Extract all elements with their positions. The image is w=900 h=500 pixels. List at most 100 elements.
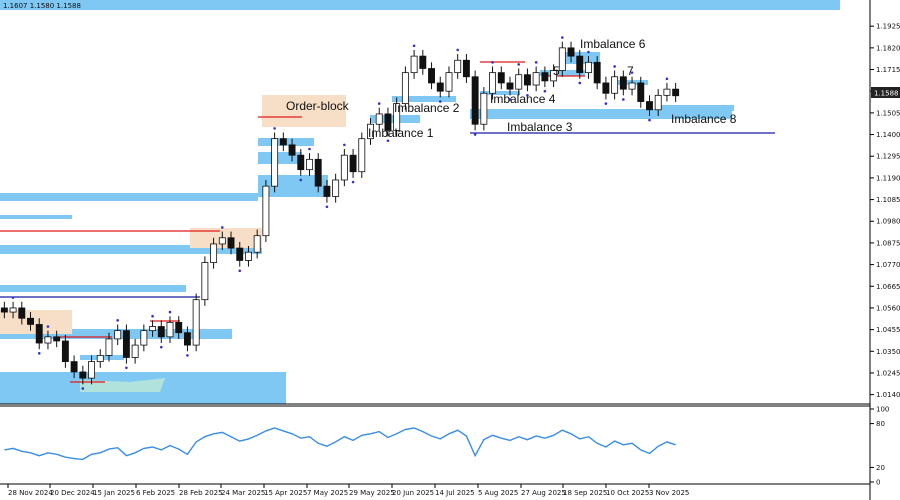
time-tick-label-13: 18 Sep 2025 <box>563 489 607 497</box>
fractals-layer <box>11 36 669 390</box>
time-tick-label-0: 28 Nov 2024 <box>8 489 53 497</box>
fractal-down-37 <box>325 205 329 209</box>
zone-label-2: Imbalance 3 <box>507 120 573 134</box>
price-tick-label-9: 1.0980 <box>876 218 900 226</box>
candle-body-61 <box>532 72 540 86</box>
candle-body-45 <box>393 103 401 131</box>
zone-imbalance-3 <box>470 109 732 119</box>
candle-body-33 <box>288 144 296 156</box>
candle-body-39 <box>340 154 348 181</box>
zone-mid-3 <box>0 215 72 219</box>
fractal-up-52 <box>456 48 459 52</box>
price-tick-label-2: 1.1715 <box>876 66 900 74</box>
oscillator-line <box>4 427 676 461</box>
price-tick-label-14: 1.0455 <box>876 326 900 334</box>
candle-body-7 <box>61 340 69 363</box>
oscillator-panel <box>4 427 676 461</box>
candle-body-9 <box>79 371 87 379</box>
time-tick-label-6: 15 Apr 2025 <box>264 489 307 497</box>
candle-body-6 <box>53 336 61 342</box>
zone-label-0: Imbalance 1 <box>368 126 434 140</box>
fractal-down-18 <box>159 345 163 349</box>
candle-body-68 <box>593 61 601 84</box>
price-tick-label-15: 1.0350 <box>876 348 900 356</box>
price-tick-label-7: 1.1190 <box>876 174 900 182</box>
zone-imbalance-8 <box>660 105 734 111</box>
fractal-down-21 <box>186 354 189 357</box>
fractal-up-5 <box>46 325 50 328</box>
price-tick-label-12: 1.0665 <box>876 283 900 291</box>
candle-body-32 <box>279 138 287 146</box>
order-block-zone-3 <box>262 95 346 127</box>
fractal-down-71 <box>622 98 625 101</box>
candle-body-77 <box>672 88 680 97</box>
price-tick-label-5: 1.1400 <box>876 131 900 139</box>
candle-body-35 <box>306 158 313 171</box>
header-bar: 1.1607 1.1580 1.1588 <box>0 0 840 10</box>
candle-body-42 <box>367 123 374 140</box>
price-tick-label-11: 1.0770 <box>876 261 900 269</box>
fractal-up-56 <box>491 61 494 64</box>
candle-body-74 <box>646 101 653 111</box>
time-tick-label-9: 20 Jun 2025 <box>392 489 434 497</box>
fractal-down-44 <box>386 139 390 143</box>
time-tick-label-5: 24 Mar 2025 <box>221 489 265 497</box>
fractal-down-58 <box>508 98 512 101</box>
candle-body-67 <box>585 61 592 74</box>
candle-body-40 <box>349 154 357 173</box>
fractal-down-60 <box>526 94 529 97</box>
order-block-zone-2 <box>190 228 262 248</box>
candle-body-64 <box>558 47 566 71</box>
fractal-down-40 <box>351 180 355 184</box>
candle-body-12 <box>105 338 113 356</box>
time-tick-label-4: 28 Feb 2025 <box>179 489 223 497</box>
price-tick-label-17: 1.0140 <box>876 391 900 399</box>
candle-body-17 <box>149 326 157 332</box>
ohlc-readout: 1.1607 1.1580 1.1588 <box>3 2 81 10</box>
fractal-up-43 <box>377 102 381 105</box>
time-tick-label-8: 29 May 2025 <box>349 489 395 497</box>
candle-body-22 <box>192 299 200 346</box>
zone-label-1: Imbalance 2 <box>394 101 460 115</box>
fractal-up-67 <box>587 50 590 54</box>
candle-body-44 <box>384 113 392 131</box>
fractal-down-69 <box>604 102 608 105</box>
fractal-down-66 <box>578 81 582 85</box>
candle-body-15 <box>131 344 139 358</box>
osc-tick-label-3: 0 <box>876 479 880 487</box>
time-tick-label-15: 3 Nov 2025 <box>649 489 689 497</box>
candle-body-0 <box>0 307 8 313</box>
fractal-down-54 <box>473 133 477 136</box>
candle-body-50 <box>436 82 444 92</box>
candle-body-31 <box>271 138 279 187</box>
candle-body-34 <box>297 154 305 171</box>
price-tick-label-1: 1.1820 <box>876 44 900 52</box>
fractal-up-76 <box>665 77 669 81</box>
candle-body-66 <box>576 55 584 74</box>
fractal-down-34 <box>299 178 303 182</box>
candle-body-36 <box>314 158 322 187</box>
zone-mid-2 <box>0 193 258 201</box>
time-tick-label-11: 5 Aug 2025 <box>478 489 518 497</box>
candle-body-58 <box>506 82 514 90</box>
candle-body-25 <box>218 237 226 245</box>
candle-body-76 <box>663 88 671 96</box>
price-tick-label-13: 1.0560 <box>876 304 900 312</box>
candle-body-71 <box>619 76 627 90</box>
fractal-down-14 <box>125 366 128 370</box>
candle-body-21 <box>183 332 191 346</box>
candle-body-69 <box>602 82 610 94</box>
candle-body-23 <box>201 262 209 301</box>
osc-tick-label-0: 100 <box>876 406 889 414</box>
zone-label-8: Order-block <box>286 99 350 113</box>
fractal-down-9 <box>81 387 85 390</box>
candle-body-19 <box>166 321 174 338</box>
zone-mid-1 <box>0 245 262 254</box>
fractal-up-64 <box>561 36 564 39</box>
price-tick-label-6: 1.1295 <box>876 153 900 161</box>
candle-body-62 <box>541 72 549 82</box>
time-tick-label-1: 20 Dec 2024 <box>50 489 95 497</box>
candle-body-47 <box>410 55 418 74</box>
candle-body-8 <box>70 361 78 373</box>
